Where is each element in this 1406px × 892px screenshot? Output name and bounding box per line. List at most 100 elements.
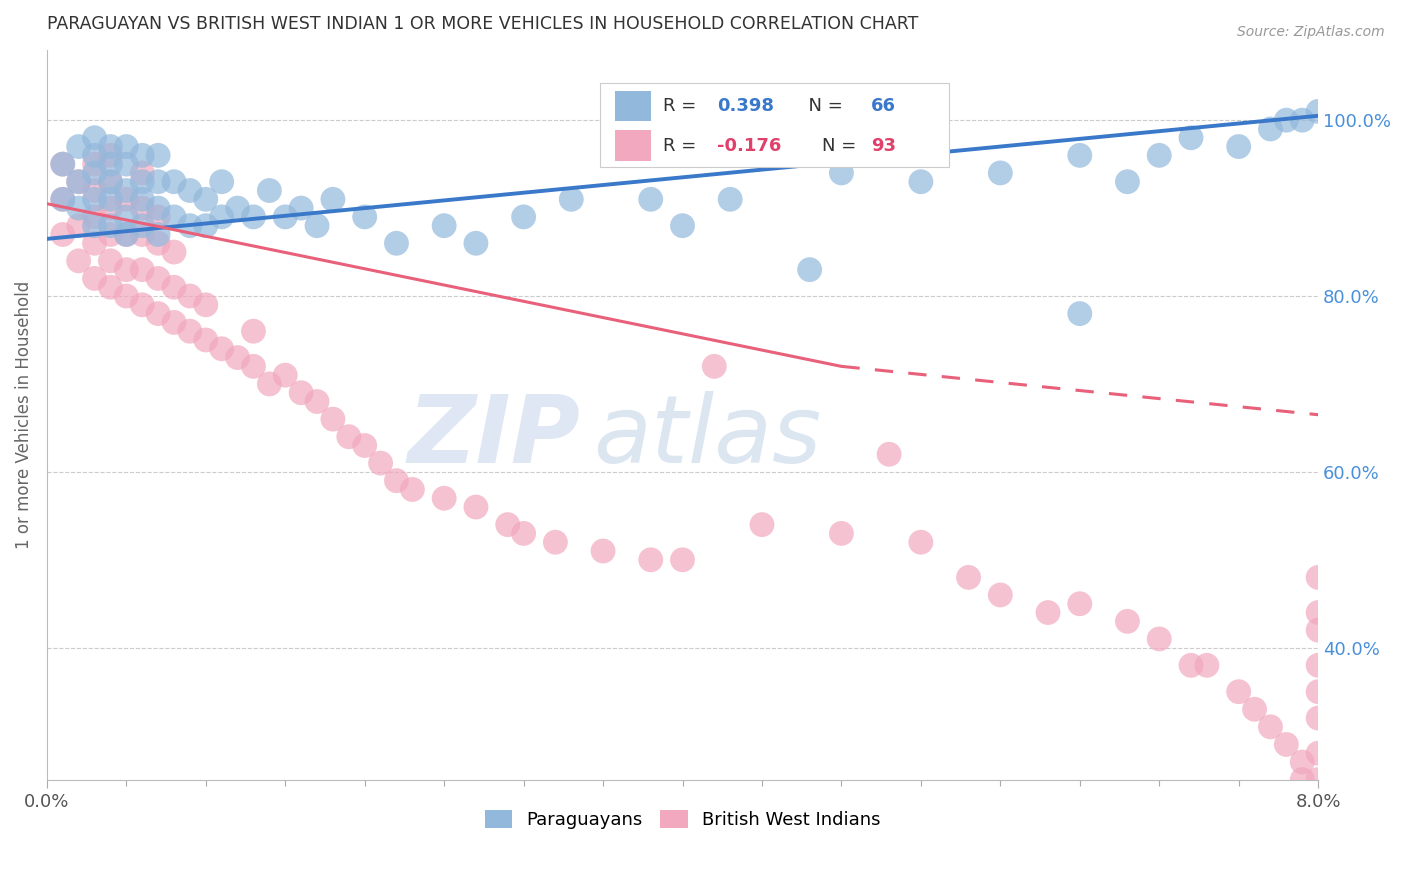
Point: [1308, 104, 1330, 119]
Text: 66: 66: [870, 97, 896, 115]
Point: [83, 192, 105, 206]
Text: 93: 93: [870, 136, 896, 154]
Point: [211, 175, 233, 189]
Point: [226, 351, 249, 365]
Point: [305, 219, 328, 233]
Point: [671, 219, 693, 233]
Point: [671, 553, 693, 567]
Point: [163, 315, 186, 329]
Point: [1308, 684, 1330, 698]
Point: [703, 359, 725, 374]
Point: [83, 130, 105, 145]
Text: R =: R =: [664, 97, 703, 115]
Point: [67, 219, 90, 233]
Point: [1308, 570, 1330, 584]
Point: [115, 157, 138, 171]
Point: [877, 447, 900, 461]
Point: [1180, 658, 1202, 673]
Point: [1147, 632, 1170, 646]
Point: [100, 175, 122, 189]
Point: [131, 166, 153, 180]
Point: [1260, 122, 1282, 136]
Point: [512, 210, 534, 224]
Point: [592, 544, 614, 558]
Point: [83, 157, 105, 171]
Point: [1260, 720, 1282, 734]
Point: [1116, 175, 1139, 189]
Y-axis label: 1 or more Vehicles in Household: 1 or more Vehicles in Household: [15, 281, 32, 549]
Point: [259, 184, 281, 198]
Point: [242, 359, 264, 374]
Text: N =: N =: [823, 136, 862, 154]
Point: [401, 483, 423, 497]
Point: [146, 175, 169, 189]
Point: [52, 157, 75, 171]
Point: [1291, 755, 1313, 769]
Point: [52, 192, 75, 206]
Point: [274, 210, 297, 224]
Point: [115, 289, 138, 303]
Point: [163, 245, 186, 260]
Point: [830, 166, 852, 180]
Point: [1308, 834, 1330, 848]
Point: [1308, 623, 1330, 637]
FancyBboxPatch shape: [600, 83, 949, 167]
Point: [718, 192, 741, 206]
Text: R =: R =: [664, 136, 703, 154]
Point: [370, 456, 392, 470]
Point: [211, 342, 233, 356]
Point: [163, 210, 186, 224]
Point: [83, 166, 105, 180]
Point: [496, 517, 519, 532]
Point: [67, 201, 90, 215]
Point: [179, 219, 201, 233]
Point: [67, 175, 90, 189]
Point: [1291, 772, 1313, 787]
Point: [1147, 148, 1170, 162]
Point: [830, 526, 852, 541]
Point: [115, 184, 138, 198]
Point: [83, 184, 105, 198]
Point: [1308, 746, 1330, 760]
Point: [465, 236, 488, 251]
Point: [211, 210, 233, 224]
Point: [100, 219, 122, 233]
Point: [100, 175, 122, 189]
Point: [305, 394, 328, 409]
Point: [640, 553, 662, 567]
Point: [131, 298, 153, 312]
Point: [100, 253, 122, 268]
Point: [544, 535, 567, 549]
Point: [52, 157, 75, 171]
Point: [242, 324, 264, 338]
Point: [100, 157, 122, 171]
Point: [322, 192, 344, 206]
Point: [385, 474, 408, 488]
Point: [1227, 684, 1250, 698]
Point: [433, 491, 456, 506]
Point: [131, 219, 153, 233]
Point: [242, 210, 264, 224]
Point: [512, 526, 534, 541]
Point: [274, 368, 297, 383]
Point: [988, 166, 1011, 180]
Point: [100, 201, 122, 215]
Point: [131, 227, 153, 242]
Point: [1227, 139, 1250, 153]
Text: atlas: atlas: [593, 391, 821, 482]
Point: [146, 201, 169, 215]
Point: [1308, 711, 1330, 725]
Point: [179, 184, 201, 198]
Point: [115, 192, 138, 206]
Point: [100, 280, 122, 294]
Point: [1308, 799, 1330, 814]
Point: [83, 236, 105, 251]
Point: [1116, 615, 1139, 629]
Point: [1308, 606, 1330, 620]
Point: [1308, 816, 1330, 830]
Point: [322, 412, 344, 426]
Point: [1180, 130, 1202, 145]
Point: [131, 201, 153, 215]
Point: [1308, 869, 1330, 883]
Point: [1036, 606, 1059, 620]
